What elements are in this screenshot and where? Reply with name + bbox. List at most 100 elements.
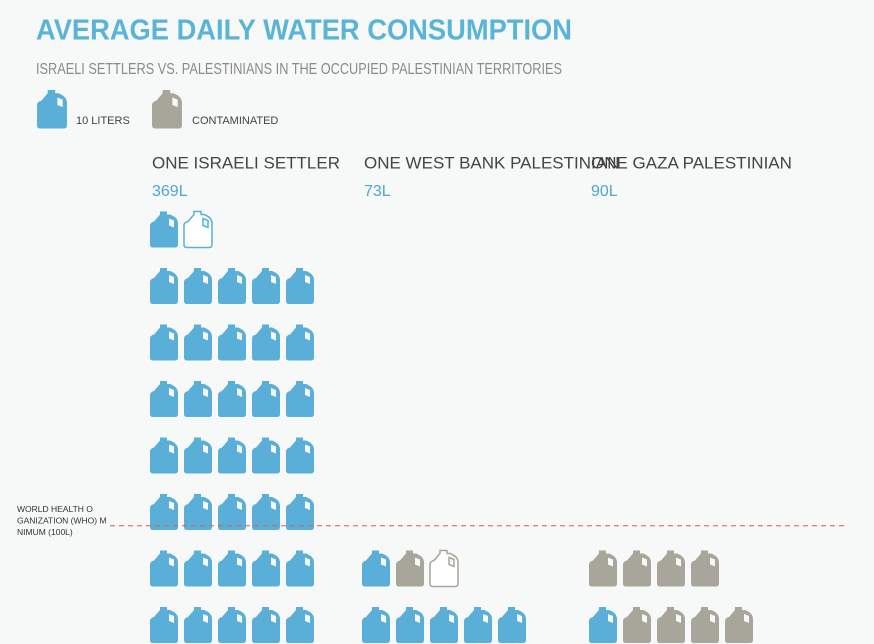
jug-body <box>218 324 246 361</box>
jug-body <box>218 550 246 587</box>
jug <box>725 607 753 643</box>
jug-body <box>623 550 651 587</box>
jug <box>218 324 246 361</box>
jug-body <box>362 607 390 643</box>
reference-label-line: WORLD HEALTH O <box>17 504 93 514</box>
jug <box>252 607 280 643</box>
jug <box>150 381 178 417</box>
jug <box>589 550 617 587</box>
jug-body <box>218 381 246 417</box>
reference-label-line: GANIZATION (WHO) M <box>17 516 107 526</box>
reference-label-line: NIMUM (100L) <box>17 527 73 537</box>
group-label: ONE WEST BANK PALESTINIAN <box>364 153 619 172</box>
jug-body <box>657 607 685 643</box>
jug <box>691 550 719 587</box>
jug <box>252 381 280 417</box>
jug <box>218 607 246 643</box>
jug <box>184 324 212 361</box>
jug <box>429 549 459 588</box>
jug-body <box>184 550 212 587</box>
jug <box>430 607 458 643</box>
jug-body <box>184 268 212 304</box>
jug <box>657 607 685 643</box>
jug-body <box>396 550 424 587</box>
jug <box>691 607 719 643</box>
jug <box>218 437 246 474</box>
jug <box>183 210 213 249</box>
jug-body <box>286 381 314 417</box>
jug-body <box>184 607 212 643</box>
jug-body <box>150 550 178 587</box>
jug <box>464 607 492 643</box>
jug-body <box>218 607 246 643</box>
jug-body <box>623 607 651 643</box>
jug <box>286 607 314 643</box>
jug <box>150 324 178 361</box>
jug-body <box>150 494 178 530</box>
jug-body <box>252 437 280 474</box>
jug-outline <box>429 549 459 588</box>
jug <box>498 607 526 643</box>
jug-body <box>286 607 314 643</box>
jug-body <box>150 211 178 248</box>
jug <box>286 268 314 304</box>
jug-body <box>396 607 424 643</box>
jug-body <box>218 268 246 304</box>
group-value: 73L <box>364 183 391 200</box>
jug <box>150 607 178 643</box>
jug <box>184 494 212 530</box>
jug-body <box>150 381 178 417</box>
jug-body <box>252 324 280 361</box>
jug <box>184 607 212 643</box>
jug <box>252 324 280 361</box>
jug <box>218 268 246 304</box>
jug <box>252 550 280 587</box>
jug-body <box>218 437 246 474</box>
jug-body <box>286 437 314 474</box>
jug-body <box>184 437 212 474</box>
jug <box>252 437 280 474</box>
jug-body <box>184 494 212 530</box>
jug <box>396 607 424 643</box>
jug-body <box>184 324 212 361</box>
jug <box>252 494 280 530</box>
jug-body <box>430 607 458 643</box>
jug <box>286 324 314 361</box>
legend-icon <box>37 90 67 129</box>
subtitle: ISRAELI SETTLERS VS. PALESTINIANS IN THE… <box>36 61 562 78</box>
title: AVERAGE DAILY WATER CONSUMPTION <box>36 15 572 47</box>
jug <box>218 381 246 417</box>
legend-label: CONTAMINATED <box>192 115 278 127</box>
jug-body <box>218 494 246 530</box>
jug <box>218 494 246 530</box>
group-value: 90L <box>591 183 618 200</box>
jug-body <box>589 607 617 643</box>
jug-body <box>286 268 314 304</box>
jug <box>184 550 212 587</box>
jug <box>286 550 314 587</box>
jug <box>623 607 651 643</box>
pictogram: ONE ISRAELI SETTLER 369L ONE WEST BANK PAL… <box>17 153 845 643</box>
jug <box>218 550 246 587</box>
jug <box>286 494 314 530</box>
jug <box>362 550 390 587</box>
group-label: ONE GAZA PALESTINIAN <box>591 153 792 172</box>
jug-body <box>691 607 719 643</box>
jug-outline <box>183 210 213 249</box>
group-label: ONE ISRAELI SETTLER <box>152 153 340 172</box>
jug-body <box>464 607 492 643</box>
jug <box>657 550 685 587</box>
jug-body <box>252 494 280 530</box>
jug <box>589 607 617 643</box>
jug <box>286 437 314 474</box>
jug-body <box>252 381 280 417</box>
jug-body <box>286 550 314 587</box>
jug <box>396 550 424 587</box>
jug-body <box>150 324 178 361</box>
jug-body <box>362 550 390 587</box>
jug-body <box>725 607 753 643</box>
jug <box>150 437 178 474</box>
group-value: 369L <box>152 183 188 200</box>
jug-body <box>286 494 314 530</box>
